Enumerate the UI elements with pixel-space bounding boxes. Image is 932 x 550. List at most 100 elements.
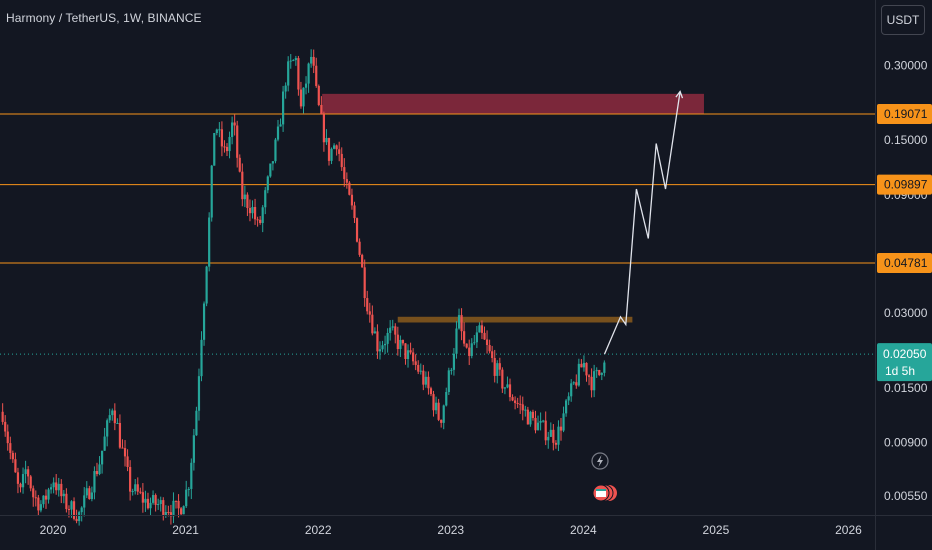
zone-breakout	[397, 316, 633, 323]
candle-body	[547, 436, 550, 441]
candle-body	[208, 217, 211, 267]
candle-body	[126, 456, 129, 467]
candle-body	[39, 504, 42, 511]
candle-body	[19, 483, 22, 488]
candle-body	[4, 421, 7, 432]
candle-body	[521, 404, 524, 411]
candle-body	[412, 352, 415, 362]
price-badge-label: 0.19071	[884, 107, 928, 121]
candle-body	[200, 339, 203, 377]
time-tick-label: 2020	[40, 523, 67, 537]
candle-body	[600, 372, 603, 375]
levels-layer	[0, 113, 875, 355]
time-tick-label: 2023	[437, 523, 464, 537]
candle-body	[427, 376, 430, 389]
candle-body	[52, 482, 55, 488]
candle-body	[223, 146, 226, 148]
candle-body	[164, 511, 167, 516]
candle-body	[564, 400, 568, 414]
lightning-icon[interactable]	[591, 452, 609, 470]
candle-body	[167, 511, 170, 513]
candle-body	[151, 495, 155, 503]
price-tick-label: 0.00550	[884, 489, 928, 503]
price-badge: 0.09897	[877, 174, 932, 195]
candle-body	[108, 415, 111, 421]
candle-body	[264, 190, 267, 208]
candle-body	[353, 205, 356, 219]
candle-body	[480, 325, 484, 333]
price-tick-label: 0.00900	[884, 436, 928, 450]
candle-body	[83, 495, 86, 508]
candle-body	[468, 347, 471, 356]
candle-body	[60, 483, 63, 497]
currency-button[interactable]: USDT	[881, 5, 925, 35]
candle-body	[16, 472, 20, 484]
candle-body	[355, 218, 359, 242]
candle-body	[302, 87, 305, 107]
candle-body	[11, 452, 14, 460]
candle-body	[381, 345, 384, 350]
candle-body	[62, 493, 65, 497]
candle-body	[485, 339, 489, 346]
candle-body	[24, 469, 27, 475]
candle-body	[55, 482, 58, 491]
time-tick-label: 2022	[305, 523, 332, 537]
candle-body	[238, 157, 241, 172]
candle-body	[9, 443, 12, 453]
candle-body	[496, 363, 499, 376]
candle-body	[236, 125, 239, 158]
candle-body	[383, 343, 387, 346]
candle-body	[338, 149, 341, 154]
candle-body	[80, 507, 83, 513]
candle-body	[603, 362, 606, 373]
candle-body	[205, 266, 208, 304]
candle-body	[90, 492, 93, 500]
candle-body	[182, 506, 185, 515]
projection-path[interactable]	[603, 91, 681, 355]
price-tick-label: 0.30000	[884, 58, 928, 72]
time-tick-label: 2026	[835, 523, 862, 537]
candle-body	[134, 484, 137, 492]
candle-body	[552, 429, 555, 443]
candle-body	[506, 384, 509, 388]
candle-body	[590, 376, 593, 391]
candle-body	[542, 420, 545, 422]
candle-body	[524, 409, 527, 411]
earnings-flag-icon[interactable]	[592, 484, 617, 502]
candle-body	[70, 501, 73, 510]
candle-body	[274, 139, 277, 162]
candle-body	[75, 518, 78, 522]
candle-body	[361, 254, 364, 268]
candle-body	[310, 56, 313, 64]
candle-body	[256, 219, 259, 221]
candle-body	[340, 153, 343, 168]
candle-body	[266, 176, 269, 191]
candle-body	[192, 435, 195, 463]
candle-body	[422, 370, 425, 385]
candle-body	[248, 208, 252, 214]
candle-body	[404, 343, 407, 360]
event-icons[interactable]	[591, 452, 617, 502]
candle-body	[213, 132, 216, 166]
axis-divider-vertical	[875, 0, 876, 550]
candle-body	[159, 500, 162, 505]
candle-body	[330, 148, 333, 161]
candle-body	[246, 194, 249, 209]
candle-body	[557, 426, 560, 445]
candle-body	[554, 442, 558, 445]
candle-body	[325, 138, 328, 143]
candle-body	[363, 267, 366, 299]
candle-body	[6, 431, 9, 444]
price-badge-label: 0.09897	[884, 178, 928, 192]
candle-body	[304, 83, 308, 88]
candle-body	[389, 327, 392, 333]
candle-body	[269, 163, 272, 177]
candle-body	[587, 375, 591, 377]
zones-layer	[322, 93, 704, 323]
candle-body	[432, 394, 435, 411]
candle-body	[575, 382, 578, 386]
candle-body	[414, 361, 417, 365]
candle-body	[399, 339, 402, 350]
candle-body	[549, 429, 552, 437]
